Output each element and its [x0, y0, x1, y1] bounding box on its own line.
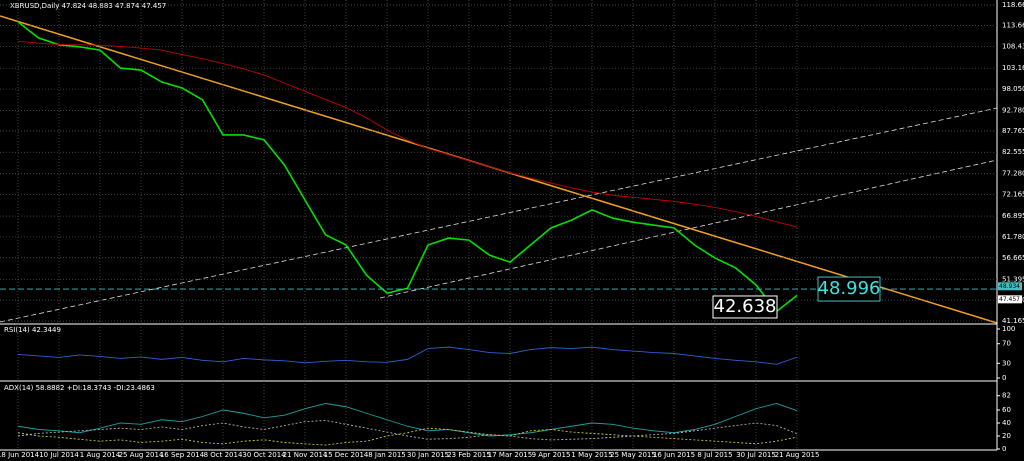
y-tick-label: 40: [1002, 419, 1011, 427]
x-tick-label: 10 Jul 2014: [39, 451, 79, 459]
axis-tag: [998, 295, 1022, 304]
y-tick-label: 113.665: [1002, 21, 1024, 29]
y-tick-label: 41.165: [1002, 317, 1024, 325]
x-tick-label: 30 Jul 2015: [736, 451, 776, 459]
y-tick-label: 100: [1002, 325, 1015, 333]
x-tick-label: 17 Mar 2015: [488, 451, 532, 459]
channel-line: [379, 159, 998, 299]
y-tick-label: 77.280: [1002, 170, 1024, 178]
series-line: [17, 346, 798, 365]
x-tick-label: 18 Jun 2014: [0, 451, 40, 459]
y-tick-label: 108.435: [1002, 43, 1024, 51]
price-label: 42.638: [714, 296, 777, 317]
y-tick-label: 118.665: [1002, 1, 1024, 9]
x-tick-label: 8 Jan 2015: [368, 451, 406, 459]
x-tick-label: 30 Jan 2015: [407, 451, 449, 459]
x-tick-label: 30 Oct 2014: [242, 451, 286, 459]
y-tick-label: 92.780: [1002, 107, 1024, 115]
x-tick-label: 8 Jul 2015: [697, 451, 732, 459]
y-tick-label: 103.165: [1002, 64, 1024, 72]
x-tick-label: 23 Feb 2015: [447, 451, 491, 459]
x-tick-label: 9 Apr 2015: [532, 451, 571, 459]
y-tick-label: 61.780: [1002, 233, 1024, 241]
y-tick-label: 70: [1002, 340, 1011, 348]
axis-tag-label: 47.457: [999, 296, 1020, 303]
axis-tag-label: 48.934: [999, 283, 1020, 290]
y-tick-label: 98.050: [1002, 85, 1024, 93]
series-line: [17, 21, 798, 313]
y-tick-label: 82: [1002, 392, 1011, 400]
x-tick-label: 16 Jun 2015: [653, 451, 695, 459]
x-tick-label: 21 Nov 2014: [283, 451, 328, 459]
x-tick-label: 1 Aug 2014: [80, 451, 121, 459]
y-tick-label: 56.665: [1002, 254, 1024, 262]
y-tick-label: 0: [1002, 374, 1006, 382]
x-tick-label: 15 Dec 2014: [324, 451, 369, 459]
x-tick-label: 25 Aug 2014: [119, 451, 164, 459]
y-tick-label: 72.165: [1002, 191, 1024, 199]
series-line: [17, 40, 798, 228]
series-line: [17, 403, 798, 437]
x-tick-label: 25 May 2015: [610, 451, 656, 459]
y-tick-label: 82.555: [1002, 148, 1024, 156]
y-tick-label: 66.895: [1002, 212, 1024, 220]
price-label-box: [712, 295, 778, 319]
y-tick-label: 30: [1002, 359, 1011, 367]
price-label: 48.996: [818, 278, 881, 299]
price-label-box: [817, 276, 881, 302]
x-tick-label: 1 May 2015: [571, 451, 612, 459]
x-tick-label: 8 Oct 2014: [204, 451, 243, 459]
rsi-title: RSI(14) 42.3449: [4, 326, 61, 334]
y-tick-label: 87.765: [1002, 127, 1024, 135]
series-line: [17, 427, 798, 446]
chart-title: XBRUSD,Daily 47.824 48.883 47.874 47.457: [10, 2, 166, 10]
adx-title: ADX(14) 58.8882 +DI:18.3743 -DI:23.4863: [4, 384, 155, 392]
y-tick-label: 51.395: [1002, 275, 1024, 283]
series-line: [17, 419, 798, 441]
axis-tag: [998, 282, 1022, 291]
y-tick-label: 60: [1002, 406, 1011, 414]
x-tick-label: 21 Aug 2015: [775, 451, 820, 459]
y-tick-label: 0: [1002, 445, 1006, 453]
x-tick-label: 16 Sep 2014: [160, 451, 205, 459]
y-tick-label: 20: [1002, 432, 1011, 440]
channel-line: [0, 107, 998, 323]
